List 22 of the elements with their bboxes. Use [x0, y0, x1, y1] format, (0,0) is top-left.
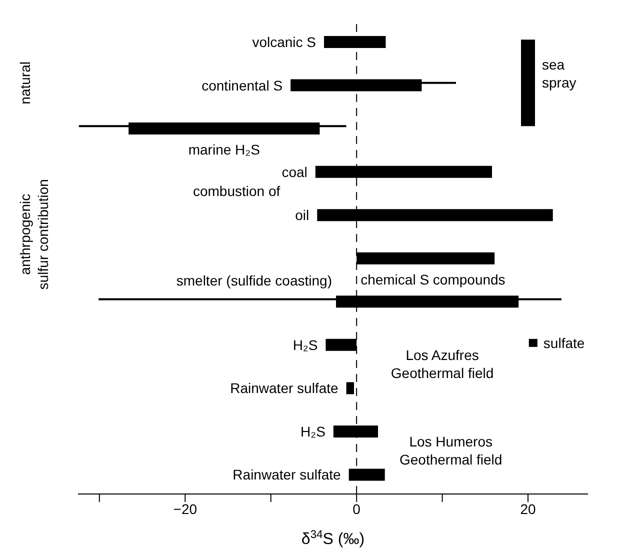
- x-tick-label: 20: [520, 500, 536, 517]
- y-tick-label: H₂S: [300, 423, 326, 440]
- x-axis-title: δ$^{34}$S (‰): [301, 529, 365, 548]
- y-tick-label: chemical S compounds: [360, 271, 506, 288]
- y-tick-label: Rainwater sulfate: [232, 466, 342, 483]
- text: anthrpogenic sulfur contribution: [17, 179, 51, 290]
- series-label: sulfate: [543, 334, 585, 351]
- y-tick-label: coal: [282, 164, 308, 180]
- y-tick-label: continental S: [202, 77, 283, 94]
- annotation: Los Azufres Geothermal field: [390, 347, 494, 382]
- y-tick-label: H₂S: [292, 336, 318, 353]
- y-tick-label: oil: [295, 207, 310, 224]
- y-tick-label: Rainwater sulfate: [230, 380, 338, 396]
- ref-line-label: sea spray: [542, 56, 576, 91]
- text: natural: [17, 62, 33, 104]
- y-tick-label: volcanic S: [252, 34, 316, 50]
- annotation: Los Humeros Geothermal field: [400, 434, 502, 468]
- y-tick-label: smelter (sulfide coasting): [176, 272, 332, 289]
- x-tick-label: −20: [173, 500, 198, 517]
- y-tick-label: marine H₂S: [188, 142, 260, 158]
- annotation: combustion of: [192, 183, 280, 200]
- x-tick-label: 0: [352, 500, 361, 517]
